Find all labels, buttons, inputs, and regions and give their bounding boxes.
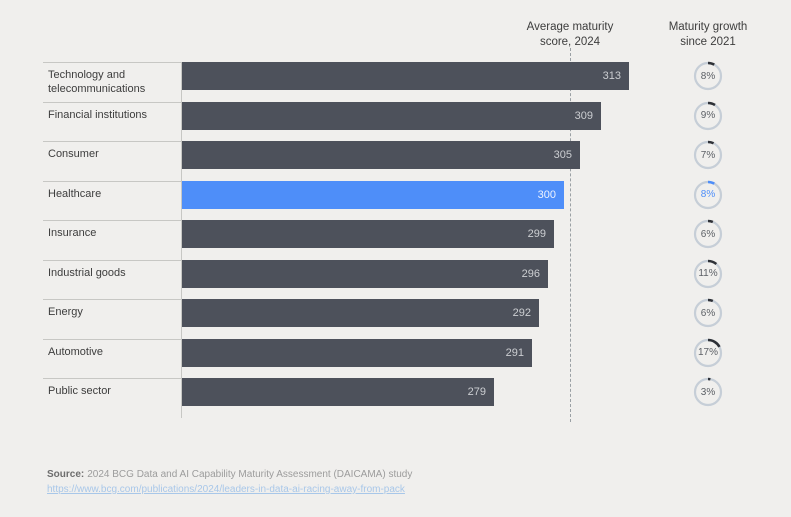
growth-ring: 7% bbox=[693, 140, 723, 170]
score-bar: 291 bbox=[182, 338, 532, 367]
category-label: Insurance bbox=[43, 220, 181, 240]
table-row: Consumer 305 7% bbox=[0, 140, 791, 181]
growth-value: 11% bbox=[698, 268, 718, 279]
growth-ring-icon bbox=[693, 101, 723, 130]
category-axis-line bbox=[181, 62, 182, 418]
table-row: Healthcare 300 8% bbox=[0, 180, 791, 221]
growth-value: 6% bbox=[700, 307, 716, 319]
score-value: 300 bbox=[537, 188, 556, 201]
score-value: 296 bbox=[521, 267, 540, 280]
score-column-header-line2: score, 2024 bbox=[539, 35, 601, 48]
score-value: 279 bbox=[467, 386, 486, 398]
table-row: Public sector 279 3% bbox=[0, 377, 791, 418]
score-bar: 300 bbox=[182, 180, 564, 209]
growth-value: 3% bbox=[700, 386, 716, 398]
growth-value: 8% bbox=[700, 189, 716, 200]
source-link[interactable]: https://www.bcg.com/publications/2024/le… bbox=[47, 484, 405, 495]
growth-ring-icon bbox=[693, 140, 723, 170]
category-label: Public sector bbox=[43, 378, 181, 398]
source-footer: Source: 2024 BCG Data and AI Capability M… bbox=[47, 467, 412, 497]
score-value: 313 bbox=[602, 70, 621, 82]
growth-ring: 3% bbox=[693, 377, 723, 407]
growth-ring: 6% bbox=[693, 298, 723, 328]
growth-ring: 9% bbox=[693, 101, 723, 131]
growth-ring-icon bbox=[693, 180, 723, 209]
average-score-dashed-line bbox=[570, 48, 571, 422]
growth-ring-icon bbox=[693, 259, 723, 288]
growth-ring-icon bbox=[693, 61, 723, 91]
score-value: 291 bbox=[505, 346, 524, 359]
score-bar: 296 bbox=[182, 259, 548, 288]
score-bar: 292 bbox=[182, 299, 539, 327]
growth-ring: 6% bbox=[693, 219, 723, 249]
category-label: Financial institutions bbox=[43, 101, 181, 122]
growth-value: 17% bbox=[697, 347, 718, 358]
growth-value: 8% bbox=[700, 70, 716, 82]
source-text: 2024 BCG Data and AI Capability Maturity… bbox=[87, 469, 413, 480]
growth-value: 7% bbox=[700, 149, 716, 161]
table-row: Technology and telecommunications 313 8% bbox=[0, 61, 791, 102]
score-column-header: Average maturity score, 2024 bbox=[490, 20, 650, 50]
growth-column-header-line1: Maturity growth bbox=[668, 21, 748, 33]
table-row: Financial institutions 309 9% bbox=[0, 101, 791, 142]
score-value: 305 bbox=[553, 149, 572, 161]
score-column-header-line1: Average maturity bbox=[526, 21, 614, 33]
category-label: Technology and telecommunications bbox=[43, 62, 181, 97]
growth-ring-icon bbox=[693, 298, 723, 328]
category-label: Automotive bbox=[43, 338, 181, 359]
growth-value: 9% bbox=[700, 110, 716, 121]
score-bar: 305 bbox=[182, 141, 580, 169]
table-row: Automotive 291 17% bbox=[0, 338, 791, 379]
growth-ring: 8% bbox=[693, 61, 723, 91]
score-bar: 279 bbox=[182, 378, 494, 406]
growth-ring-icon bbox=[693, 219, 723, 249]
growth-value: 6% bbox=[700, 228, 716, 240]
source-line: Source: 2024 BCG Data and AI Capability M… bbox=[47, 467, 412, 482]
score-value: 309 bbox=[574, 109, 593, 122]
growth-column-header: Maturity growth since 2021 bbox=[628, 20, 788, 50]
growth-ring-icon bbox=[693, 338, 723, 367]
category-label: Industrial goods bbox=[43, 259, 181, 280]
table-row: Industrial goods 296 11% bbox=[0, 259, 791, 300]
growth-ring: 11% bbox=[693, 259, 723, 289]
table-row: Energy 292 6% bbox=[0, 298, 791, 339]
category-label: Energy bbox=[43, 299, 181, 319]
score-bar: 313 bbox=[182, 62, 629, 90]
score-bar: 299 bbox=[182, 220, 554, 248]
score-bar: 309 bbox=[182, 101, 601, 130]
score-value: 299 bbox=[527, 228, 546, 240]
growth-ring: 8% bbox=[693, 180, 723, 210]
source-label: Source: bbox=[47, 469, 85, 480]
growth-column-header-line2: since 2021 bbox=[680, 35, 736, 48]
category-label: Healthcare bbox=[43, 180, 181, 201]
table-row: Insurance 299 6% bbox=[0, 219, 791, 260]
growth-ring-icon bbox=[693, 377, 723, 407]
score-value: 292 bbox=[512, 307, 531, 319]
category-label: Consumer bbox=[43, 141, 181, 161]
growth-ring: 17% bbox=[693, 338, 723, 368]
